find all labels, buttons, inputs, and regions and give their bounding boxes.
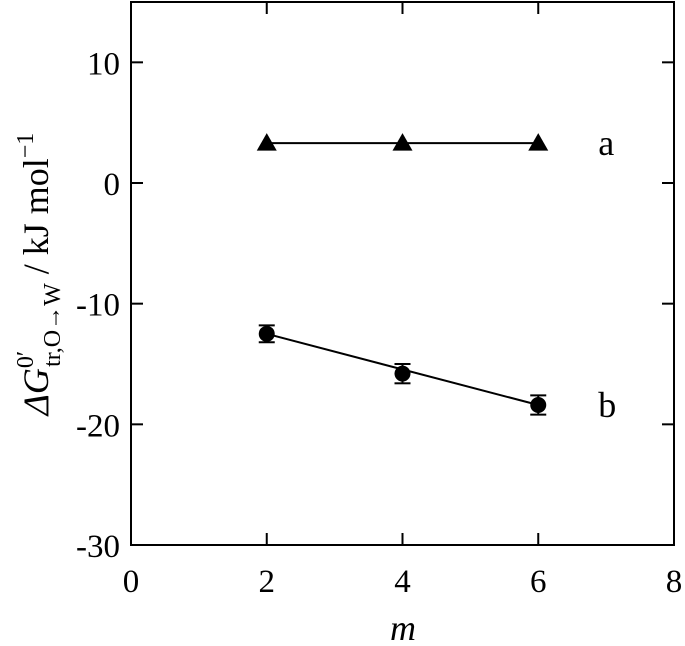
y-tick-label: -20 (76, 408, 120, 444)
plot-frame (130, 1, 675, 546)
x-tick-label: 4 (394, 564, 411, 600)
series-b-point (258, 325, 275, 342)
series-a-point (528, 133, 549, 151)
y-tick-label: -10 (76, 288, 120, 324)
y-axis-label: ΔG0′tr,O→W / kJ mol−1 (13, 133, 66, 418)
y-tick-label: -30 (76, 529, 120, 565)
series-label-b: b (598, 385, 616, 425)
y-axis-label-unit-exponent: −1 (13, 133, 39, 159)
x-tick-label: 6 (530, 564, 547, 600)
data-series (256, 133, 549, 416)
y-axis-label-subscript: tr,O→W (40, 283, 66, 367)
axis-ticks (130, 2, 675, 546)
x-tick-label: 8 (666, 564, 683, 600)
x-tick-label: 0 (123, 564, 140, 600)
axis-tick-labels: 0 2 4 6 8 10 0 -10 -20 -30 (76, 46, 682, 600)
x-axis-label: m (390, 608, 416, 646)
series-a-point (256, 133, 277, 151)
series-label-a: a (598, 123, 614, 163)
series-labels: ab (598, 123, 616, 425)
series-a-point (392, 133, 413, 151)
y-tick-label: 10 (87, 46, 120, 82)
series-b-point (394, 365, 411, 382)
y-axis-label-prefix: ΔG (16, 368, 56, 417)
x-tick-label: 2 (259, 564, 276, 600)
series-b-point (530, 397, 547, 414)
y-tick-label: 0 (104, 167, 121, 203)
y-axis-label-superscript: 0′ (13, 351, 39, 368)
y-axis-label-suffix: / kJ mol (16, 158, 56, 283)
